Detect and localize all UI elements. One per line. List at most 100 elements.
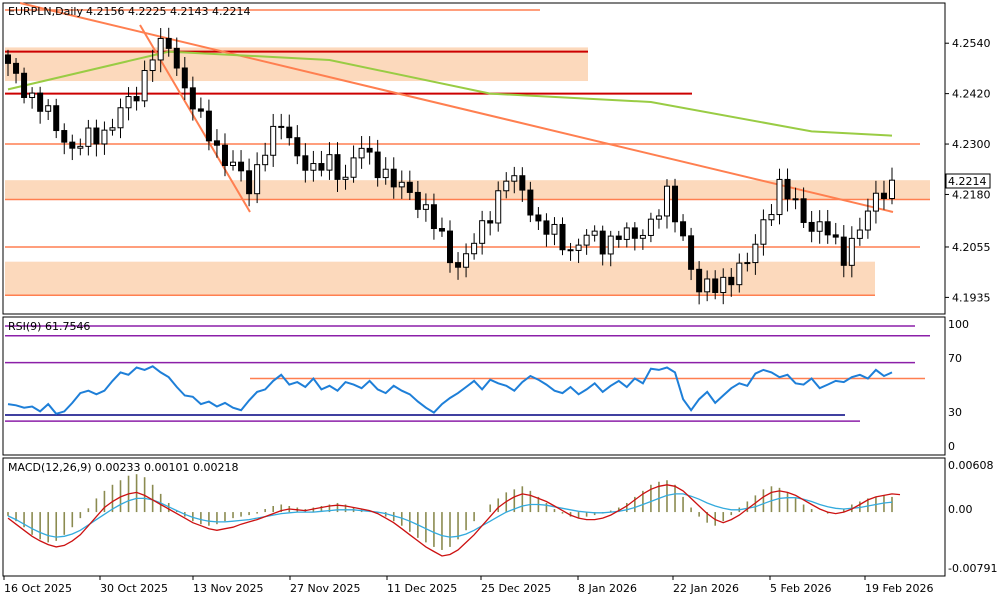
- candle-body: [527, 189, 534, 216]
- candle-body: [583, 234, 590, 246]
- price-tick-label: 4.2420: [952, 88, 991, 101]
- rsi-axis: 100 70 30 0: [948, 318, 969, 453]
- price-zone: [5, 47, 588, 82]
- candle-body: [607, 235, 614, 255]
- time-tick-label: 11 Dec 2025: [387, 582, 457, 595]
- candle-body: [647, 218, 654, 236]
- candle-body: [792, 198, 799, 201]
- candle-body: [503, 180, 510, 192]
- candle-body: [680, 221, 687, 237]
- current-price-marker: 4.2214: [945, 173, 991, 189]
- candle-body: [696, 268, 703, 293]
- candle-body: [808, 221, 815, 232]
- candle-body: [655, 215, 662, 220]
- candle-body: [366, 147, 373, 153]
- candle-body: [93, 127, 100, 145]
- candle-body: [254, 164, 261, 195]
- candle-body: [824, 221, 831, 236]
- candle-body: [487, 220, 494, 224]
- candle-body: [358, 147, 365, 159]
- candle-body: [880, 192, 887, 199]
- candle-body: [768, 214, 775, 221]
- candle-body: [382, 168, 389, 179]
- candle-body: [631, 227, 638, 239]
- candle-body: [350, 157, 357, 178]
- candle-body: [543, 220, 550, 235]
- candle-body: [318, 163, 325, 171]
- macd-tick-bottom: -0.00791: [948, 562, 997, 575]
- candle-body: [736, 262, 743, 286]
- candle-body: [165, 37, 172, 49]
- time-tick-label: 8 Jan 2026: [578, 582, 637, 595]
- rsi-tick-100: 100: [948, 318, 969, 331]
- time-tick-label: 22 Jan 2026: [673, 582, 739, 595]
- candle-body: [13, 62, 20, 74]
- rsi-label: RSI(9) 61.7546: [8, 320, 90, 333]
- price-zone: [5, 180, 930, 200]
- candle-body: [398, 181, 405, 188]
- candle-body: [334, 154, 341, 180]
- candle-body: [189, 87, 196, 110]
- macd-label: MACD(12,26,9) 0.00233 0.00101 0.00218: [8, 461, 239, 474]
- time-axis: 16 Oct 2025 30 Oct 2025 13 Nov 2025 27 Nov …: [3, 576, 933, 595]
- macd-tick-zero: 0.00: [948, 503, 973, 516]
- candle-body: [430, 204, 437, 230]
- candle-body: [615, 235, 622, 240]
- candle-body: [623, 227, 630, 240]
- candle-body: [535, 214, 542, 222]
- candle-body: [133, 96, 140, 102]
- candle-body: [181, 67, 188, 89]
- trendline-long: [19, 2, 894, 213]
- candlestick-series: [5, 27, 895, 305]
- candle-body: [77, 145, 84, 149]
- candle-body: [511, 175, 518, 182]
- candle-body: [519, 175, 526, 191]
- time-tick-label: 13 Nov 2025: [193, 582, 263, 595]
- candle-body: [125, 96, 132, 109]
- candle-body: [109, 127, 116, 131]
- time-tick-label: 16 Oct 2025: [4, 582, 72, 595]
- candle-body: [591, 230, 598, 236]
- candle-body: [238, 161, 245, 172]
- candle-body: [149, 59, 156, 72]
- candle-body: [406, 181, 413, 193]
- candle-body: [390, 168, 397, 188]
- candle-body: [559, 223, 566, 251]
- candle-body: [197, 108, 204, 112]
- candle-body: [342, 176, 349, 180]
- price-tick-label: 4.2055: [952, 241, 991, 254]
- candle-body: [45, 105, 52, 112]
- candle-body: [294, 137, 301, 157]
- candle-body: [29, 92, 36, 98]
- price-zone: [5, 261, 875, 296]
- horizontal-levels: [5, 9, 930, 297]
- candle-body: [302, 155, 309, 171]
- candle-body: [101, 129, 108, 145]
- candle-body: [495, 190, 502, 224]
- time-tick-label: 5 Feb 2026: [770, 582, 831, 595]
- candle-body: [455, 262, 462, 268]
- candle-body: [800, 198, 807, 223]
- candle-body: [5, 54, 11, 64]
- candle-body: [173, 47, 180, 69]
- candle-body: [744, 262, 751, 265]
- macd-main-line: [7, 484, 901, 557]
- time-tick-label: 27 Nov 2025: [290, 582, 360, 595]
- candle-body: [85, 127, 92, 147]
- price-panel-frame: [2, 2, 946, 315]
- candle-body: [117, 107, 124, 129]
- candle-body: [720, 276, 727, 293]
- candle-body: [21, 72, 28, 98]
- price-tick-label: 4.1935: [952, 291, 991, 304]
- candle-body: [438, 228, 445, 232]
- price-axis: 4.2540 4.2420 4.2300 4.2180 4.2055 4.1935: [945, 37, 991, 304]
- time-tick-label: 25 Dec 2025: [481, 582, 551, 595]
- macd-axis: 0.00608 0.00 -0.00791: [948, 459, 997, 575]
- time-tick-label: 30 Oct 2025: [100, 582, 168, 595]
- candle-body: [864, 210, 871, 231]
- candle-body: [688, 235, 695, 270]
- candle-body: [712, 278, 719, 293]
- candle-body: [639, 234, 646, 239]
- candle-body: [479, 220, 486, 244]
